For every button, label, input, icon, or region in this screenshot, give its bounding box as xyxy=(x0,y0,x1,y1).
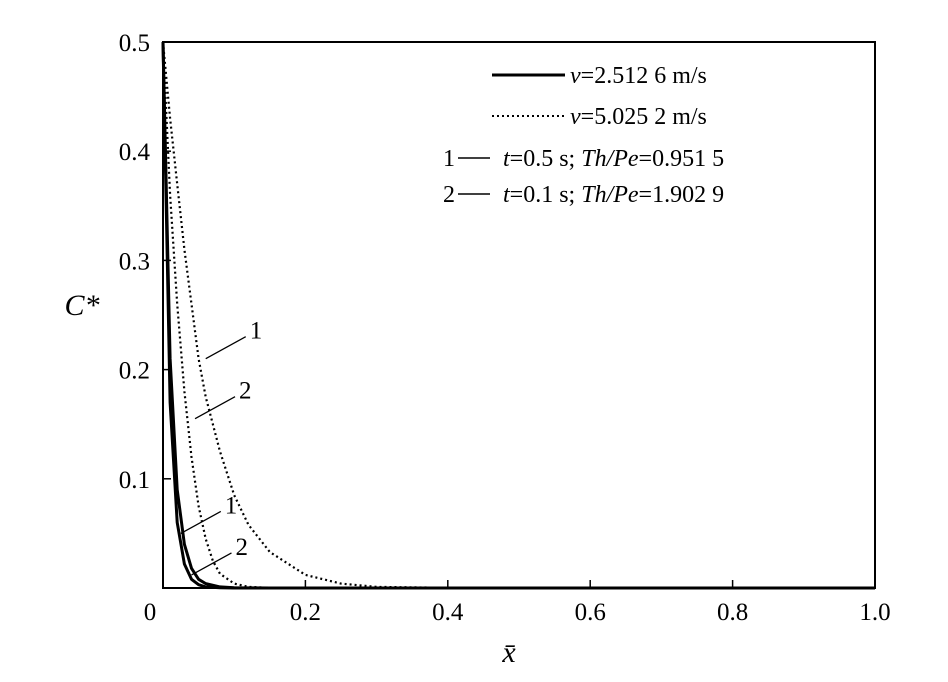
callout-leader xyxy=(191,552,232,576)
x-tick-label: 0 xyxy=(144,599,157,626)
curve-callouts: 1 2 1 2 xyxy=(180,318,263,576)
callout-label: 2 xyxy=(239,378,252,405)
callout-leader xyxy=(180,510,222,534)
x-tick-label: 0.8 xyxy=(717,599,748,626)
x-tick-label: 1.0 xyxy=(859,599,890,626)
callout-leader xyxy=(205,336,247,360)
series-line-dotted-case-1 xyxy=(161,41,875,590)
x-tick-label: 0.4 xyxy=(432,599,464,626)
axis-ticks: 0 0.2 0.4 0.6 0.8 1.0 0.1 0.2 0.3 0.4 0.5 xyxy=(119,30,891,626)
series-lines xyxy=(161,41,875,590)
y-tick-label: 0.4 xyxy=(119,139,151,166)
y-tick-label: 0.1 xyxy=(119,467,150,494)
series-line-solid-case-2 xyxy=(161,41,875,590)
x-tick-label: 0.6 xyxy=(575,599,606,626)
legend: v=2.512 6 m/s v=5.025 2 m/s 1 t=0.5 s; T… xyxy=(443,63,724,208)
callout-label: 2 xyxy=(235,534,248,561)
legend-case-2-text: t=0.1 s; Th/Pe=1.902 9 xyxy=(503,182,724,208)
callout-label: 1 xyxy=(250,318,263,345)
y-tick-label: 0.5 xyxy=(119,30,150,57)
y-tick-label: 0.2 xyxy=(119,358,150,385)
series-line-dotted-case-2 xyxy=(161,41,875,590)
plot-area xyxy=(162,41,876,589)
series-line-solid-case-1 xyxy=(161,41,875,590)
y-tick-label: 0.3 xyxy=(119,248,150,275)
legend-case-1-text: t=0.5 s; Th/Pe=0.951 5 xyxy=(503,146,724,172)
x-axis-title: x̄ xyxy=(501,636,516,669)
legend-case-2-num: 2 xyxy=(443,182,455,208)
legend-case-1-num: 1 xyxy=(443,146,455,172)
legend-label-solid: v=2.512 6 m/s xyxy=(570,63,707,89)
x-tick-label: 0.2 xyxy=(290,599,321,626)
callout-leader xyxy=(194,396,236,420)
legend-label-dotted: v=5.025 2 m/s xyxy=(570,104,707,130)
callout-label: 1 xyxy=(225,492,238,519)
y-axis-title: C* xyxy=(64,289,99,322)
